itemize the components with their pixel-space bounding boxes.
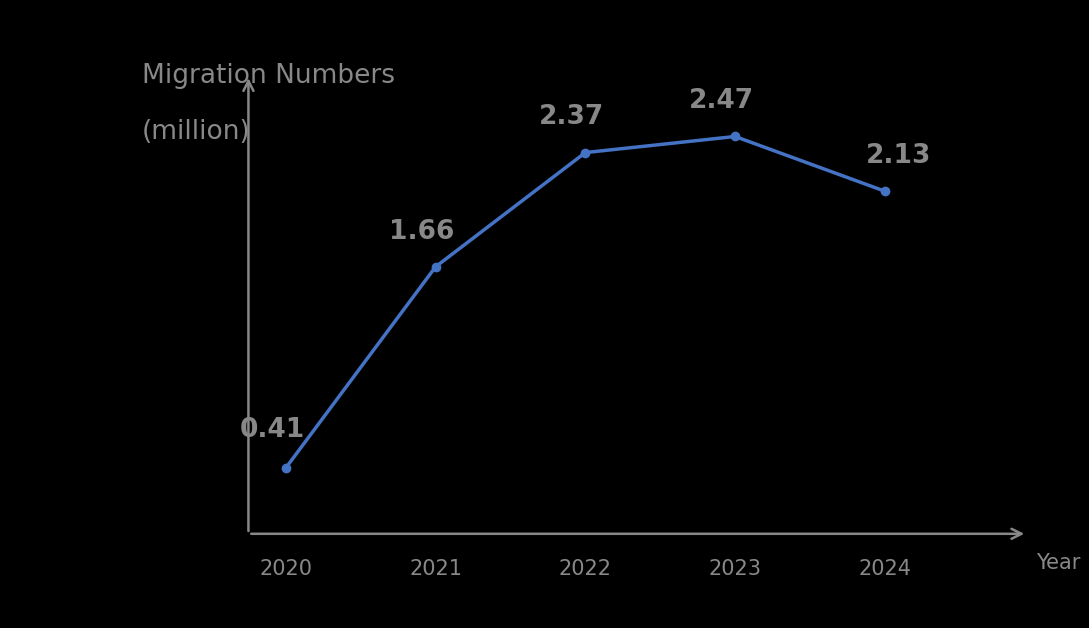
Text: (million): (million) — [142, 119, 250, 145]
Text: 0.41: 0.41 — [240, 417, 305, 443]
Text: Migration Numbers: Migration Numbers — [142, 63, 394, 89]
Text: 2.13: 2.13 — [866, 143, 931, 169]
Text: 1.66: 1.66 — [389, 219, 454, 244]
Text: 2.37: 2.37 — [539, 104, 604, 131]
Text: 2.47: 2.47 — [688, 89, 754, 114]
Text: Year: Year — [1036, 553, 1080, 573]
